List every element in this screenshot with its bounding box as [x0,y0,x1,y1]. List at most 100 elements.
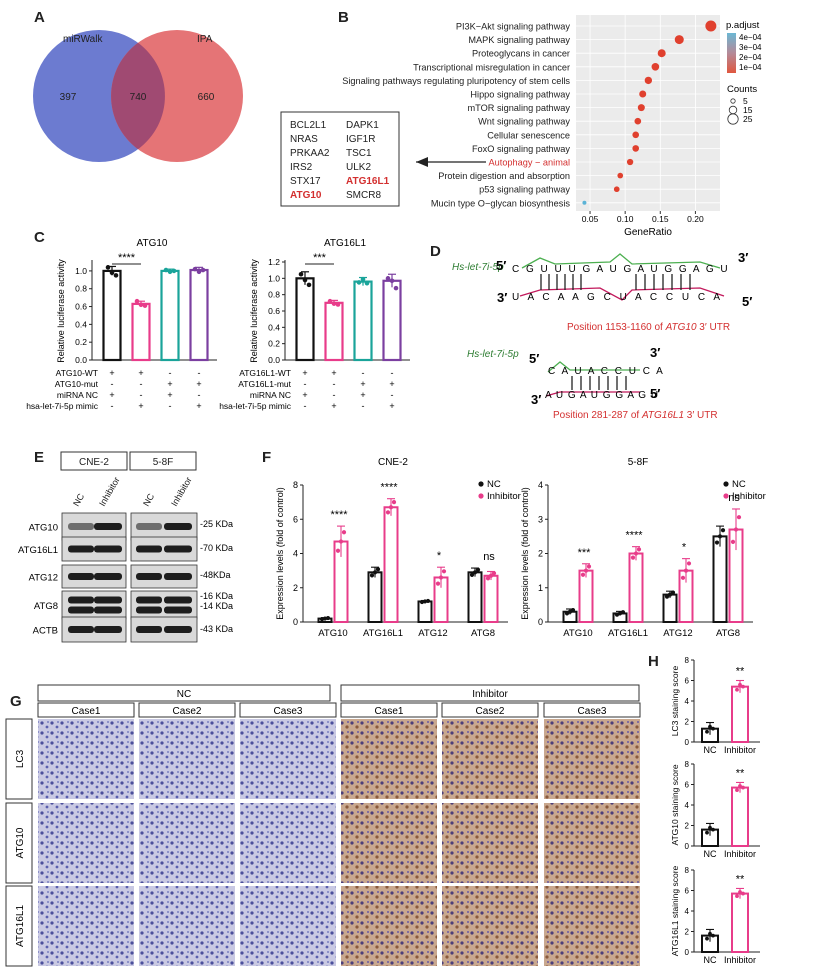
data-point [711,933,715,938]
y-tick-label: 8 [293,480,298,490]
significance-label: ** [736,666,745,678]
expression-chart-cne2: CNE-2 0 2 4 6 8 Expression levels (fold of con… [275,457,521,639]
blot-strip-58f [130,590,198,620]
ihc-micrograph [341,886,437,966]
cellline-box-cne2 [60,451,128,471]
dotplot-point [674,35,684,45]
y-axis-label: Expression levels (fold of control) [275,487,285,620]
blot-band [94,523,122,530]
dotplot-category-label: PI3K−Akt signaling pathway [456,22,571,32]
y-tick-label: 0 [685,738,690,747]
condition-mark: + [389,401,394,411]
data-point [717,534,723,539]
dotplot-point [632,131,640,139]
dotplot-category-label: Autophagy − animal [489,158,570,168]
data-point [171,268,177,274]
ihc-micrograph [38,719,134,799]
venn-right-label: IPA [197,34,213,45]
data-point [711,726,715,731]
condition-mark: + [331,401,336,411]
gene-right-4: ATG16L1 [346,176,390,187]
y-axis-label: Relative luciferase activity [249,259,259,363]
gene-left-1: NRAS [290,134,318,145]
data-point [325,615,331,621]
significance-label: * [682,542,687,554]
legend-label: NC [487,479,501,490]
y-tick-label: 2 [685,718,690,727]
data-point [298,271,304,277]
y-axis-label: ATG16L1 staining score [670,865,680,956]
legend-count-value: 15 [743,105,753,115]
dotplot-point [617,172,624,179]
blot-band [94,573,122,580]
venn-overlap-count: 740 [130,92,147,103]
condition-mark: + [109,368,114,378]
data-point [708,931,712,936]
condition-mark: + [138,401,143,411]
x-category-label: Inhibitor [724,745,756,755]
data-point [735,687,739,692]
dotplot-xtick-label: 0.15 [652,214,669,224]
y-tick-label: 6 [685,887,690,896]
blot-band [136,596,162,604]
y-tick-label: 4 [685,907,690,916]
blot-band [94,626,122,633]
y-tick-label: 0.4 [75,319,87,329]
gene-left-4: STX17 [290,176,321,187]
blot-size-label: -48KDa [200,570,231,580]
data-point [583,568,589,573]
site1-three-prime-bottom: 3′ [497,290,507,305]
legend-count-value: 5 [743,96,748,106]
ihc-row-label: ATG16L1 [15,905,26,947]
blot-size-label: -70 KDa [200,543,233,553]
condition-mark: + [167,390,172,400]
data-point [708,825,712,830]
x-category-label: ATG10 [318,628,347,639]
condition-mark: - [111,401,114,411]
condition-mark: - [140,390,143,400]
ihc-micrograph [139,719,235,799]
condition-label: ATG16L1-mut [238,379,291,389]
site2-utr-seq: A U G A U G G A G U [545,390,659,401]
site1-position: Position 1153-1160 of ATG10 3′ UTR [567,322,730,333]
ihc-case-label: Case1 [375,706,404,717]
significance-label: **** [330,509,348,521]
ihc-grid: NC Inhibitor Case1 Case2 Case3 Case1 Case2 Case… [5,684,641,967]
condition-label: miRNA NC [57,390,98,400]
panel-letter-f: F [262,449,271,466]
dotplot-xtick-label: 0.05 [582,214,599,224]
staining-score-charts: 0 2 4 6 8 LC3 staining score NC Inhibitor ** 0 2 4 6… [670,656,760,965]
data-point [730,539,736,544]
bar [578,569,594,623]
data-point [341,530,347,535]
data-point [372,570,378,575]
data-point [335,302,341,307]
ihc-case-header [37,702,135,718]
data-point [485,576,491,581]
site1-mirna-label: Hs-let-7i-5p [452,262,504,273]
y-tick-label: 2 [685,822,690,831]
x-category-label: Inhibitor [724,955,756,965]
data-point [360,276,366,282]
ihc-row-header [5,718,33,800]
legend-count-circle [730,98,736,104]
data-point [733,527,739,532]
bar [731,892,749,954]
expression-chart-58f: 5-8F 0 1 2 3 4 Expression levels (fold of cont… [520,457,766,639]
panel-f: F CNE-2 0 2 4 6 8 Expression levels (fold of c… [262,449,766,639]
site2-mirna-strand [547,361,640,373]
data-point [683,568,689,573]
condition-mark: + [360,379,365,389]
condition-mark: + [389,379,394,389]
site2-five-prime-bottom: 5′ [650,386,660,401]
significance-label: * [437,550,442,562]
data-point [711,827,715,832]
western-blots: ATG10 ATG16L1 ATG12 ATG8 ACTB -25 KDa -70 KDa -… [18,512,233,643]
y-tick-label: 3 [538,514,543,524]
bar [731,786,749,848]
panel-letter-a: A [34,9,45,26]
condition-mark: + [302,368,307,378]
luciferase-chart-atg16l1: ATG16L1 0.0 0.2 0.4 0.6 0.8 1.0 1.2 Relative luc… [219,238,410,411]
blot-size-label: -14 KDa [200,601,233,611]
site1-base-pairs [540,274,691,290]
